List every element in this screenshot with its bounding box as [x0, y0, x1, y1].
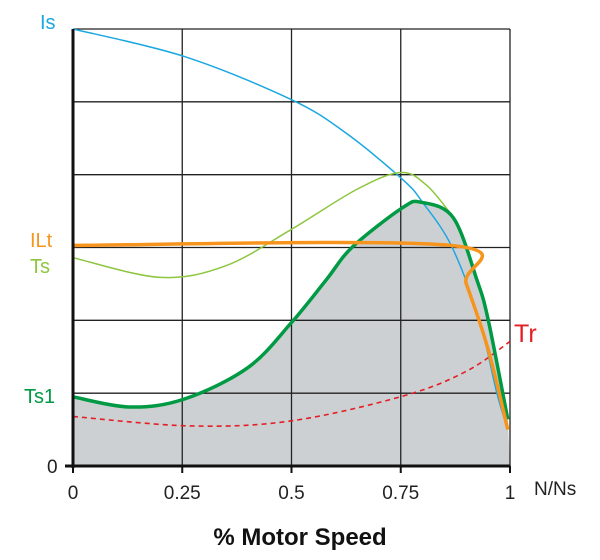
y-tick-0: 0	[47, 457, 58, 478]
x-tick-label: 0.5	[278, 483, 304, 504]
series-labels: Is ILt Ts Ts1 Tr	[24, 12, 537, 408]
series-line-ilt	[72, 240, 510, 431]
x-axis-title: % Motor Speed	[213, 524, 386, 551]
x-tick-label: 0.75	[382, 483, 419, 504]
x-tick-label: 0.25	[164, 483, 201, 504]
series-label-ts1: Ts1	[24, 386, 55, 408]
x-unit-label: N/Ns	[534, 479, 576, 500]
series-line-ts	[72, 171, 454, 279]
series-label-ts: Ts	[30, 256, 50, 278]
axes: 0 0.25 0.5 0.75 1	[65, 29, 515, 504]
series-label-ilt: ILt	[30, 230, 53, 252]
x-tick-label: 1	[505, 483, 516, 504]
series-line-ts1	[72, 199, 510, 420]
series-lines	[72, 28, 511, 431]
series-label-tr: Tr	[514, 320, 537, 348]
series-label-is: Is	[40, 12, 56, 34]
x-tick-label: 0	[68, 483, 79, 504]
